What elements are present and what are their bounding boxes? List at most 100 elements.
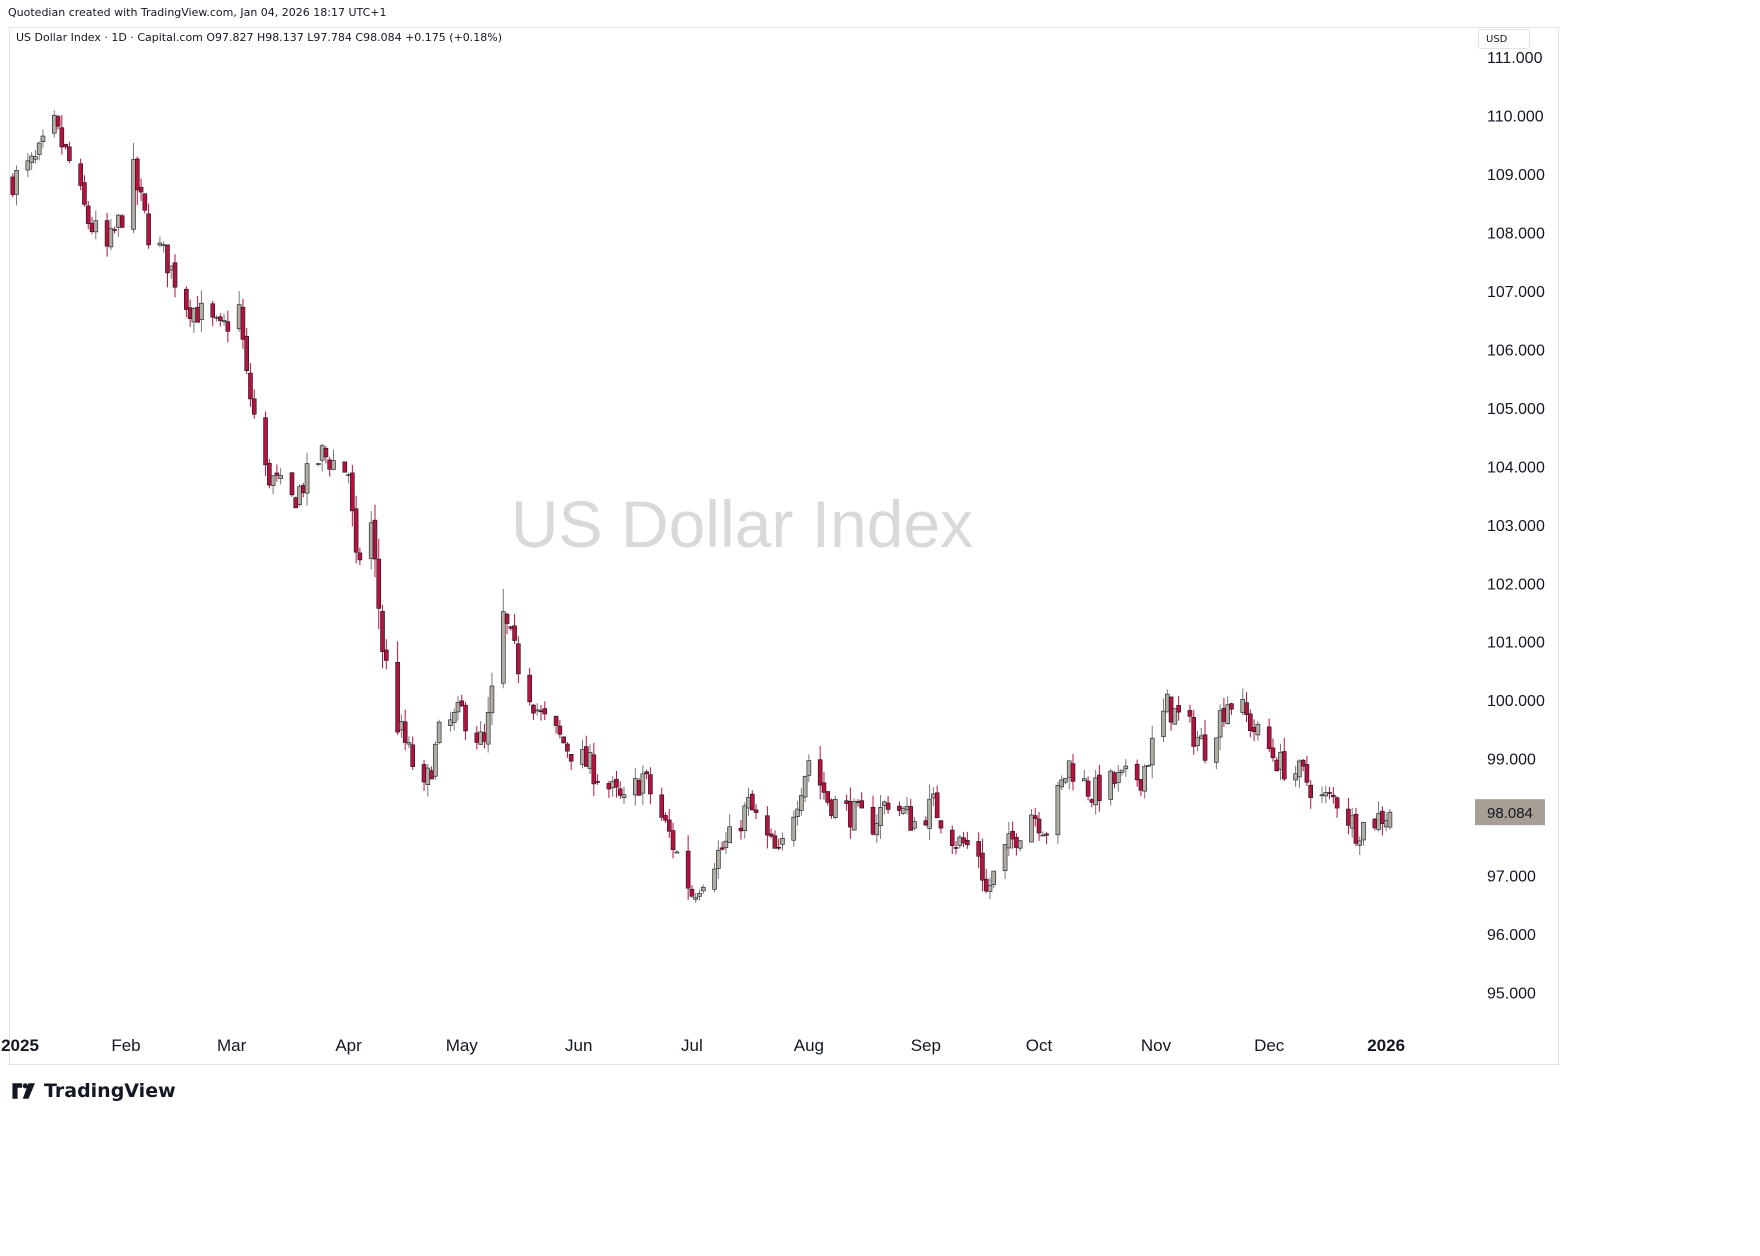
candle-body	[59, 127, 65, 148]
candle-body	[980, 852, 985, 881]
candle-body	[274, 472, 280, 476]
candle-body	[859, 800, 864, 809]
candle-body	[289, 472, 295, 496]
candle-body	[270, 475, 276, 486]
candle-body	[1331, 794, 1336, 798]
candle-body	[214, 316, 219, 319]
candle-body	[1165, 693, 1170, 713]
candle-body	[67, 146, 72, 161]
time-axis[interactable]: 2025 Feb Mar Apr May Jun Jul Aug Sep Oct Nov Dec 202…	[1, 1036, 1405, 1055]
candle-body	[719, 847, 725, 850]
candle-body	[878, 807, 883, 826]
candle-body	[433, 743, 438, 777]
candle-body	[1029, 814, 1034, 843]
candle-body	[319, 445, 325, 461]
candle-body	[953, 847, 959, 849]
candle-body	[1240, 699, 1246, 713]
candle-body	[104, 220, 110, 247]
candle-body	[991, 870, 997, 885]
last-price-label: 98.084	[1487, 805, 1533, 822]
candle-body	[621, 794, 627, 799]
candle-body	[689, 888, 695, 897]
candle-body	[1191, 717, 1197, 747]
candle-body	[93, 220, 99, 233]
candle-body	[606, 783, 612, 790]
candle-body	[746, 796, 751, 809]
time-tick-label: Sep	[911, 1036, 941, 1055]
candle-body	[399, 721, 404, 731]
price-tick-label: 96.000	[1487, 927, 1536, 944]
candle-body	[1097, 774, 1102, 801]
candle-body	[82, 182, 87, 205]
candle-body	[727, 826, 732, 843]
candle-body	[923, 820, 929, 826]
candle-body	[504, 613, 510, 624]
candle-body	[1161, 710, 1166, 737]
candle-body	[10, 176, 16, 195]
candle-body	[512, 625, 517, 641]
candle-body	[685, 850, 691, 889]
tradingview-brand[interactable]: TradingView	[10, 1080, 176, 1102]
time-tick-label: Jul	[681, 1036, 703, 1055]
candle-body	[829, 799, 834, 816]
candle-body	[957, 836, 963, 846]
candle-body	[172, 262, 178, 288]
candle-body	[1304, 764, 1310, 783]
candle-body	[776, 846, 781, 849]
candle-body	[897, 805, 902, 811]
candle-body	[542, 708, 548, 715]
candle-body	[51, 114, 57, 134]
candle-body	[300, 485, 306, 493]
candle-body	[1017, 840, 1023, 849]
candle-body	[832, 799, 838, 818]
candle-body	[236, 304, 242, 330]
candle-body	[882, 801, 887, 807]
candle-body	[870, 806, 876, 835]
price-tick-label: 101.000	[1487, 635, 1545, 652]
candle-body	[63, 144, 68, 148]
candle-body	[1040, 834, 1046, 837]
candle-body	[1123, 765, 1129, 770]
candle-body	[436, 721, 442, 744]
candle-body	[119, 215, 125, 228]
candle-body	[323, 448, 329, 458]
candle-body	[855, 801, 861, 803]
candle-body	[1002, 844, 1008, 871]
candle-body	[402, 721, 408, 743]
candle-body	[561, 736, 566, 744]
candle-body	[1278, 751, 1283, 770]
candle-body	[1266, 726, 1272, 749]
candle-body	[738, 827, 744, 832]
candle-body	[791, 816, 797, 841]
candle-body	[874, 822, 880, 836]
candle-body	[904, 806, 910, 810]
candle-body	[848, 801, 853, 828]
candle-body	[1063, 778, 1068, 783]
candle-body	[195, 306, 200, 323]
candle-body	[565, 743, 570, 752]
candle-body	[1059, 779, 1064, 788]
currency-button[interactable]: USD	[1478, 29, 1530, 49]
candle-body	[531, 704, 536, 714]
price-tick-label: 111.000	[1487, 50, 1543, 67]
price-tick-label: 95.000	[1487, 985, 1536, 1002]
candle-body	[342, 461, 348, 473]
candle-body	[161, 244, 166, 247]
candle-body	[1372, 818, 1378, 829]
price-tick-label: 104.000	[1487, 459, 1545, 476]
candle-body	[1293, 773, 1298, 781]
candle-body	[138, 186, 144, 193]
candle-body	[527, 674, 532, 703]
candle-body	[316, 463, 321, 465]
candle-body	[78, 163, 83, 186]
candle-body	[965, 840, 970, 846]
candle-body	[217, 316, 223, 321]
price-tick-label: 99.000	[1487, 752, 1536, 769]
price-axis[interactable]: 111.000 110.000 109.000 108.000 107.000 106.0…	[1487, 50, 1545, 1002]
candle-body	[1229, 703, 1234, 710]
candles-group	[10, 110, 1393, 903]
candle-body	[1138, 779, 1144, 791]
candle-body	[327, 459, 333, 470]
candle-body	[742, 805, 748, 831]
